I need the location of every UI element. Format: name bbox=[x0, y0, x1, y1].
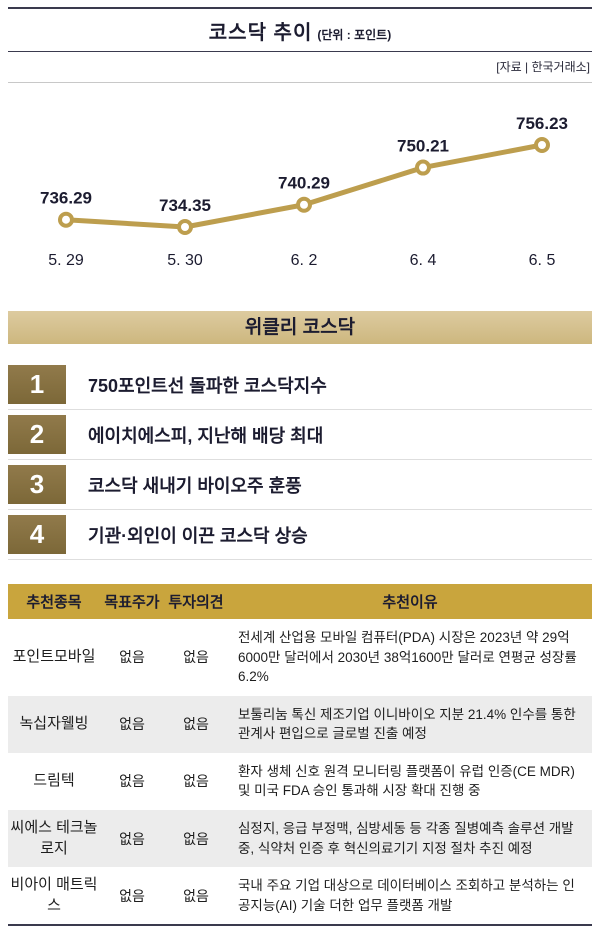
recommend-reason: 심정지, 응급 부정맥, 심방세동 등 각종 질병예측 솔루션 개발 중, 식약… bbox=[238, 820, 574, 856]
table-row: 씨에스 테크놀로지 없음 없음 심정지, 응급 부정맥, 심방세동 등 각종 질… bbox=[8, 809, 592, 868]
list-item: 2 에이치에스피, 지난해 배당 최대 bbox=[8, 410, 592, 460]
data-point-marker bbox=[415, 159, 431, 176]
data-point-value: 740.29 bbox=[278, 174, 330, 193]
column-header-target: 목표주가 bbox=[100, 584, 164, 619]
table-header-row: 추천종목 목표주가 투자의견 추천이유 bbox=[8, 584, 592, 619]
column-header-stock: 추천종목 bbox=[8, 584, 100, 619]
chart-header: 코스닥 추이 (단위 : 포인트) bbox=[8, 9, 592, 51]
page: 코스닥 추이 (단위 : 포인트) [자료 | 한국거래소] 736.29 5. … bbox=[0, 7, 600, 926]
column-header-reason: 추천이유 bbox=[228, 584, 592, 619]
target-price: 없음 bbox=[119, 830, 145, 847]
top-rule bbox=[8, 7, 592, 9]
data-point-marker bbox=[534, 137, 550, 153]
column-header-opinion: 투자의견 bbox=[164, 584, 228, 619]
recommend-reason: 국내 주요 기업 대상으로 데이터베이스 조회하고 분석하는 인공지능(AI) … bbox=[238, 878, 575, 913]
weekly-item-label: 코스닥 새내기 바이오주 훈풍 bbox=[88, 475, 302, 496]
x-axis-tick-label: 6. 2 bbox=[291, 252, 318, 269]
x-axis-tick-label: 5. 29 bbox=[48, 252, 84, 269]
list-item: 4 기관·외인이 이끈 코스닥 상승 bbox=[8, 510, 592, 560]
target-price: 없음 bbox=[119, 649, 145, 666]
weekly-item-label: 기관·외인이 이끈 코스닥 상승 bbox=[88, 525, 308, 546]
rank-badge: 1 bbox=[8, 365, 66, 404]
stock-name: 드림텍 bbox=[33, 772, 75, 790]
x-axis-tick-label: 6. 5 bbox=[529, 252, 556, 269]
recommend-reason: 전세계 산업용 모바일 컴퓨터(PDA) 시장은 2023년 약 29억6000… bbox=[238, 630, 577, 685]
weekly-item-label: 에이치에스피, 지난해 배당 최대 bbox=[88, 425, 324, 446]
table-row: 녹십자웰빙 없음 없음 보툴리눔 톡신 제조기업 이니바이오 지분 21.4% … bbox=[8, 695, 592, 753]
target-price: 없음 bbox=[119, 887, 145, 904]
chart-source: [자료 | 한국거래소] bbox=[496, 60, 590, 74]
table-row: 포인트모바일 없음 없음 전세계 산업용 모바일 컴퓨터(PDA) 시장은 20… bbox=[8, 619, 592, 696]
x-axis-tick-label: 5. 30 bbox=[167, 252, 203, 269]
chart-title: 코스닥 추이 bbox=[208, 22, 313, 44]
title-bottom-rule bbox=[8, 51, 592, 52]
list-item: 3 코스닥 새내기 바이오주 훈풍 bbox=[8, 460, 592, 510]
x-axis-tick-label: 6. 4 bbox=[410, 252, 437, 269]
recommend-reason: 환자 생체 신호 원격 모니터링 플랫폼이 유럽 인증(CE MDR) 및 미국… bbox=[238, 763, 575, 799]
list-item: 1 750포인트선 돌파한 코스닥지수 bbox=[8, 360, 592, 410]
data-point-value: 734.35 bbox=[159, 196, 211, 215]
data-point-value: 736.29 bbox=[40, 189, 92, 208]
recommend-reason: 보툴리눔 톡신 제조기업 이니바이오 지분 21.4% 인수를 통한 관계사 편… bbox=[238, 706, 576, 742]
recommendation-table: 추천종목 목표주가 투자의견 추천이유 포인트모바일 없음 없음 전세계 산업용… bbox=[8, 584, 592, 926]
target-price: 없음 bbox=[119, 773, 145, 790]
invest-opinion: 없음 bbox=[183, 716, 209, 733]
source-bottom-rule bbox=[8, 82, 592, 83]
data-point-value: 756.23 bbox=[516, 114, 568, 133]
invest-opinion: 없음 bbox=[183, 887, 209, 904]
data-point-marker bbox=[177, 219, 193, 235]
target-price: 없음 bbox=[119, 716, 145, 733]
kosdaq-trend-chart: 736.29 5. 29 734.35 5. 30 740.29 6. 2 750.21 6.… bbox=[40, 114, 568, 269]
stock-name: 녹십자웰빙 bbox=[19, 715, 89, 733]
rank-badge: 3 bbox=[8, 465, 66, 504]
weekly-section-title: 위클리 코스닥 bbox=[8, 311, 592, 344]
table-row: 비아이 매트릭스 없음 없음 국내 주요 기업 대상으로 데이터베이스 조회하고… bbox=[8, 867, 592, 925]
table-row: 드림텍 없음 없음 환자 생체 신호 원격 모니터링 플랫폼이 유럽 인증(CE… bbox=[8, 753, 592, 810]
stock-name: 씨에스 테크놀로지 bbox=[10, 819, 98, 857]
weekly-list: 1 750포인트선 돌파한 코스닥지수 2 에이치에스피, 지난해 배당 최대 … bbox=[8, 360, 592, 560]
rank-badge: 4 bbox=[8, 515, 66, 554]
invest-opinion: 없음 bbox=[183, 830, 209, 847]
data-point-value: 750.21 bbox=[397, 137, 449, 156]
data-point-marker bbox=[296, 196, 312, 213]
rank-badge: 2 bbox=[8, 415, 66, 454]
data-point-marker bbox=[58, 211, 74, 228]
chart-unit-label: (단위 : 포인트) bbox=[317, 28, 392, 42]
weekly-item-label: 750포인트선 돌파한 코스닥지수 bbox=[88, 375, 327, 396]
stock-name: 포인트모바일 bbox=[12, 648, 96, 666]
invest-opinion: 없음 bbox=[183, 649, 209, 666]
stock-name: 비아이 매트릭스 bbox=[10, 876, 98, 914]
invest-opinion: 없음 bbox=[183, 773, 209, 790]
